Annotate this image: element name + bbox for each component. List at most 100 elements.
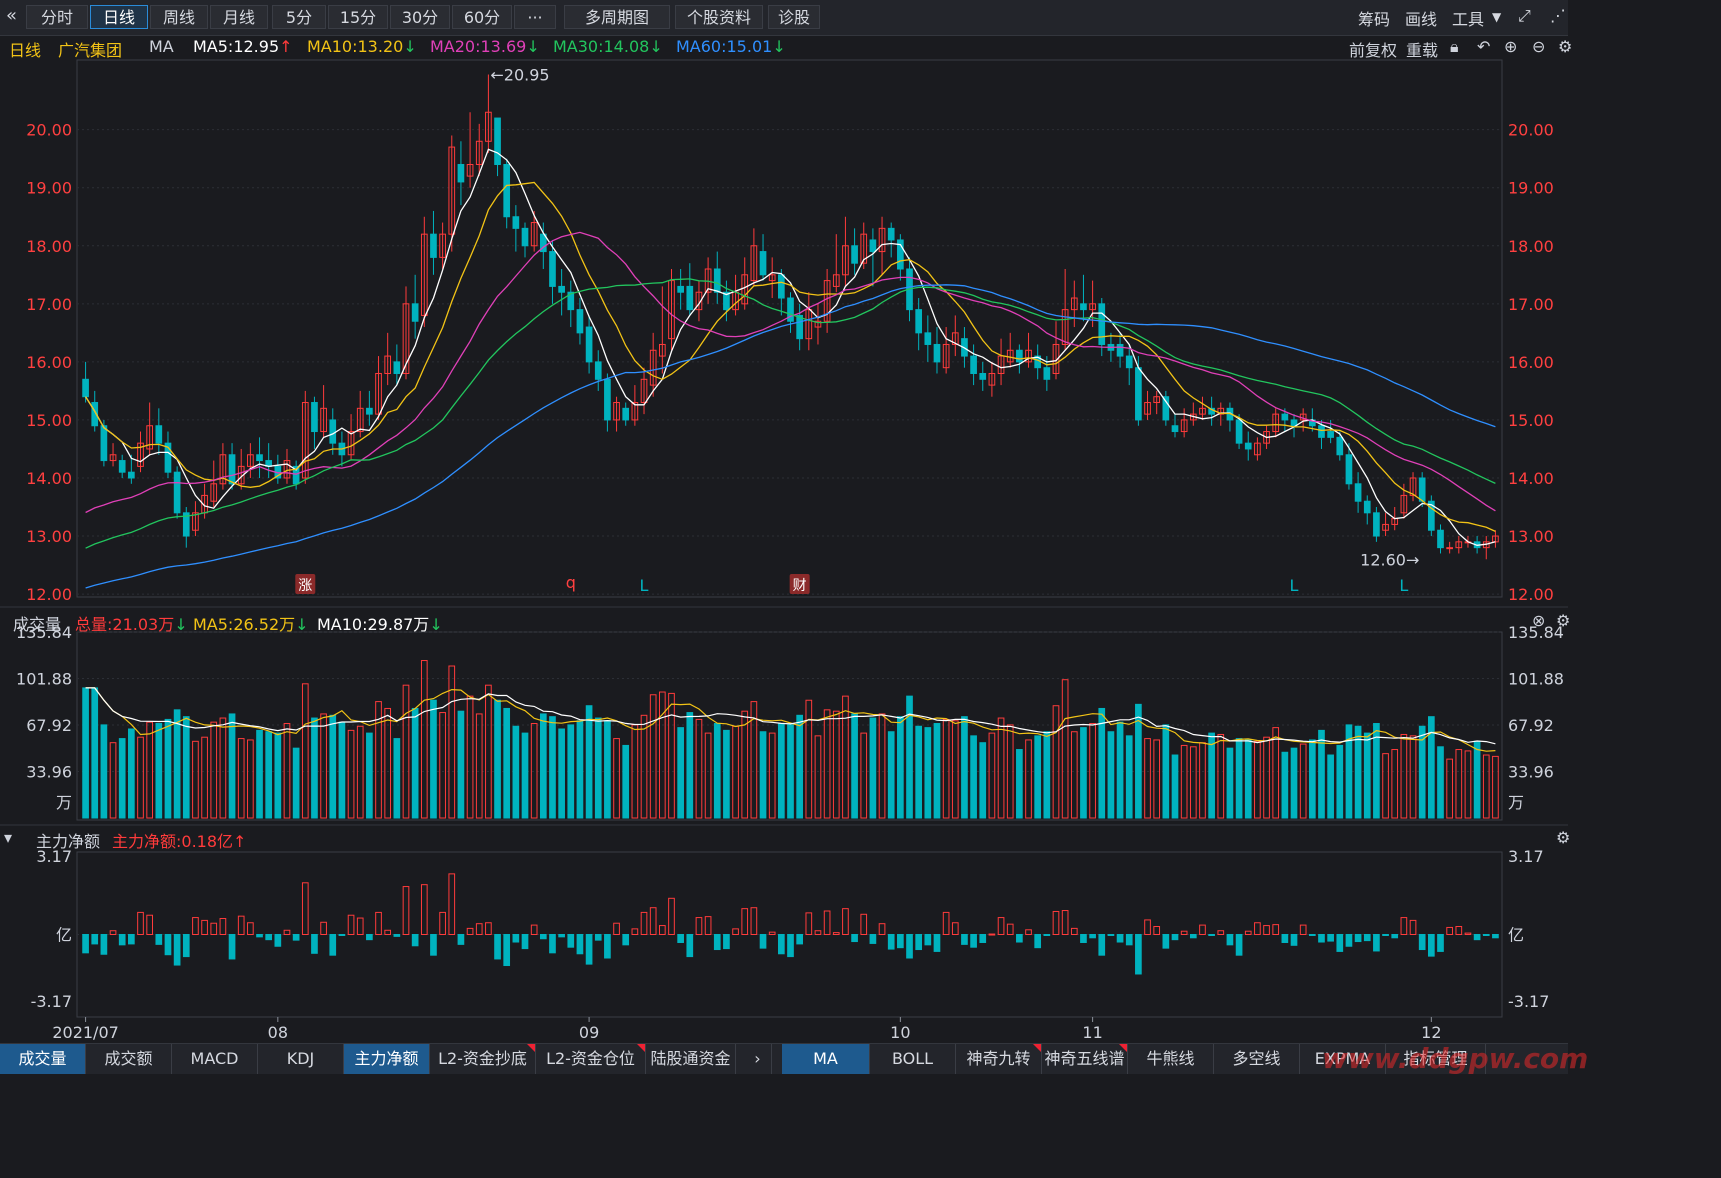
overlay-tab-0[interactable]: MA	[782, 1044, 870, 1074]
flow-bar	[970, 934, 977, 948]
flow-bar	[530, 924, 538, 935]
overlay-tab-1[interactable]: BOLL	[870, 1044, 956, 1074]
chips-button[interactable]: 筹码	[1358, 10, 1391, 29]
flow-bar	[1199, 924, 1206, 935]
indicator-tab-0[interactable]: 成交量	[0, 1044, 86, 1074]
flow-bar	[173, 934, 181, 966]
flow-bar	[640, 911, 648, 935]
volume-bar	[237, 738, 245, 819]
indicator-tab-2[interactable]: MACD	[172, 1044, 258, 1074]
settings-icon[interactable]: ⚙	[1558, 37, 1573, 56]
indicator-tab-1[interactable]: 成交额	[86, 1044, 172, 1074]
candle-body	[640, 378, 648, 404]
flow-tick-left: -3.17	[31, 992, 72, 1011]
candle-body	[512, 216, 520, 229]
indicator-tab-3[interactable]: KDJ	[258, 1044, 344, 1074]
ma-indicator-label[interactable]: MA	[149, 37, 174, 56]
chevron-down-icon[interactable]: ▼	[1492, 10, 1502, 24]
candle-body	[247, 454, 254, 467]
fullscreen-icon[interactable]: ⤢	[1518, 6, 1531, 25]
flow-bar	[594, 934, 602, 941]
flow-bar	[1263, 925, 1270, 935]
volume-ma10-line	[85, 687, 1496, 745]
candle-body	[915, 309, 923, 334]
flow-bar	[164, 934, 172, 956]
volume-bar	[485, 684, 492, 819]
flow-bar	[805, 912, 813, 935]
flow-bar	[201, 919, 208, 935]
candle-body	[686, 285, 694, 311]
volume-bar	[265, 731, 273, 819]
more-icon[interactable]: ⋰	[1550, 6, 1566, 25]
tab-10[interactable]: 个股资料	[675, 5, 763, 29]
flow-bar	[778, 934, 785, 955]
tab-7[interactable]: 60分	[452, 5, 512, 29]
tab-9[interactable]: 多周期图	[564, 5, 670, 29]
forward-adjust-button[interactable]: 前复权	[1349, 41, 1398, 60]
settings-icon[interactable]: ⚙	[1556, 611, 1571, 630]
tab-0[interactable]: 分时	[26, 5, 88, 29]
volume-bar	[466, 695, 474, 819]
indicator-tab-4[interactable]: 主力净额	[344, 1044, 430, 1074]
flow-bar	[1162, 934, 1170, 949]
overlay-tab-3[interactable]: 神奇五线谱	[1042, 1044, 1128, 1074]
volume-bar	[1363, 732, 1371, 819]
candle-body	[1125, 355, 1133, 369]
flow-bar	[759, 934, 767, 949]
tab-2[interactable]: 周线	[150, 5, 208, 29]
overlay-tab-4[interactable]: 牛熊线	[1128, 1044, 1214, 1074]
flow-bar	[906, 934, 913, 959]
volume-bar	[860, 732, 868, 819]
flow-bar	[1363, 934, 1371, 942]
candle-body	[695, 291, 703, 311]
candle-body	[457, 163, 465, 183]
draw-button[interactable]: 画线	[1405, 10, 1438, 29]
zoom-in-icon[interactable]: ⊕	[1504, 37, 1518, 56]
flow-bar	[155, 934, 163, 945]
candle-body	[604, 378, 611, 421]
tab-3[interactable]: 月线	[210, 5, 268, 29]
overlay-tab-7[interactable]: 指标管理	[1386, 1044, 1486, 1074]
tools-button[interactable]: 工具	[1452, 10, 1485, 29]
volume-bar	[640, 714, 648, 819]
kline-chart[interactable]: 12.00 12.00 13.00 13.00 14.00 14.00 15.00 15.00…	[0, 0, 1568, 1043]
tab-11[interactable]: 诊股	[768, 5, 820, 29]
volume-bar	[604, 720, 611, 819]
tab-5[interactable]: 15分	[328, 5, 388, 29]
flow-bar	[915, 934, 923, 951]
overlay-tab-2[interactable]: 神奇九转	[956, 1044, 1042, 1074]
indicator-tab-7[interactable]: 陆股通资金	[646, 1044, 736, 1074]
undo-icon[interactable]: ↶	[1477, 37, 1491, 56]
scroll-right-icon[interactable]: ›	[744, 1044, 772, 1074]
candle-body	[1135, 367, 1142, 421]
tab-1[interactable]: 日线	[90, 5, 148, 29]
ma30-value: MA30:14.08↓	[553, 37, 663, 56]
candle-body	[832, 274, 840, 287]
flow-bar	[704, 916, 712, 935]
close-icon[interactable]: ⊗	[1532, 611, 1546, 630]
indicator-tab-5[interactable]: L2-资金抄底	[430, 1044, 536, 1074]
tab-6[interactable]: 30分	[390, 5, 450, 29]
overlay-tab-6[interactable]: EXPMA	[1300, 1044, 1386, 1074]
volume-bar	[1052, 705, 1060, 819]
volume-tick-right: 67.92	[1508, 716, 1554, 735]
reload-button[interactable]: 重载	[1406, 41, 1439, 60]
flow-bar	[402, 886, 410, 935]
overlay-tab-5[interactable]: 多空线	[1214, 1044, 1300, 1074]
lock-icon[interactable]: 🔒︎	[1450, 37, 1459, 56]
volume-bar	[192, 740, 199, 819]
tab-8[interactable]: ···	[514, 5, 556, 29]
flow-bar	[292, 934, 300, 941]
indicator-tab-6[interactable]: L2-资金仓位	[536, 1044, 646, 1074]
settings-icon[interactable]: ⚙	[1556, 828, 1571, 847]
candle-body	[283, 460, 291, 479]
collapse-panel-icon[interactable]: ▾	[4, 828, 13, 847]
candle-body	[82, 378, 89, 398]
collapse-icon[interactable]: «	[6, 5, 18, 26]
tab-4[interactable]: 5分	[272, 5, 326, 29]
zoom-out-icon[interactable]: ⊖	[1532, 37, 1546, 56]
candle-body	[842, 245, 849, 276]
candle-body	[1171, 425, 1179, 433]
volume-bar	[759, 731, 767, 819]
volume-bar	[1336, 744, 1344, 819]
